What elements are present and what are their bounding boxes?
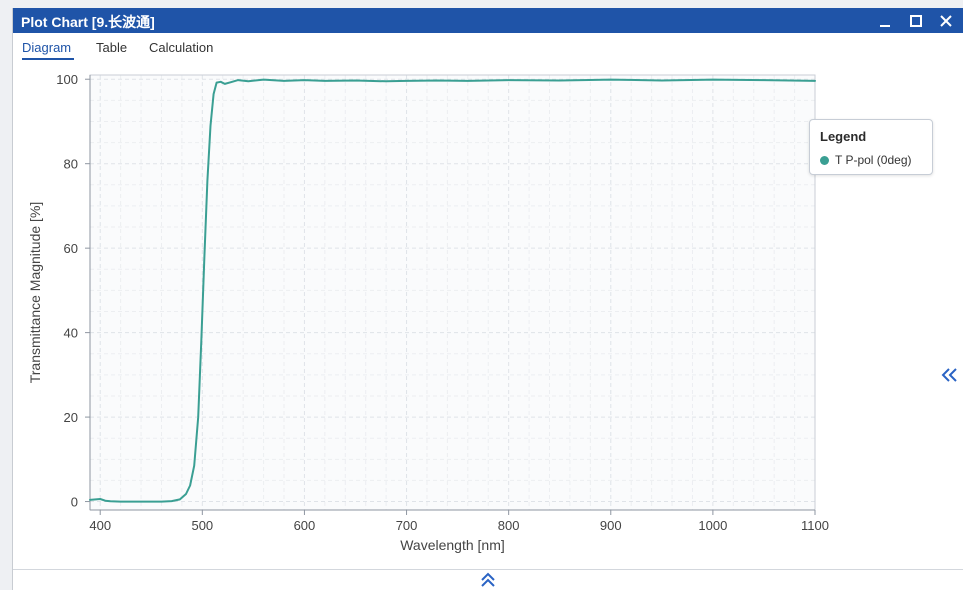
tab-table[interactable]: Table [96,40,128,55]
minimize-icon [880,24,890,27]
y-axis-label: Transmittance Magnitude [%] [27,202,43,384]
x-tick-label: 500 [191,518,213,533]
y-tick-label: 0 [71,495,78,510]
x-tick-label: 1100 [801,518,829,533]
legend-item-t-p-pol[interactable]: T P-pol (0deg) [820,153,911,167]
tab-calculation[interactable]: Calculation [149,40,214,55]
collapse-side-panel-button[interactable] [939,364,961,386]
y-tick-label: 100 [56,72,78,87]
tab-diagram[interactable]: Diagram [22,40,72,55]
title-bar[interactable]: Plot Chart [9.长波通] [13,8,963,33]
diagram-panel: 400 500 600 700 800 900 1000 1100 0 20 40 60 80 100 W… [13,61,963,569]
close-button[interactable] [932,8,960,33]
window-title: Plot Chart [9.长波通] [21,14,155,30]
x-axis-label: Wavelength [nm] [400,537,505,553]
x-tick-label: 700 [396,518,418,533]
x-tick-label: 900 [600,518,622,533]
plot-background [90,75,815,510]
x-tick-label: 400 [89,518,111,533]
chart-series [89,78,816,503]
y-tick-label: 40 [64,326,78,341]
expand-bottom-panel-button[interactable] [478,571,498,589]
x-tick-label: 600 [294,518,316,533]
chart-legend: Legend T P-pol (0deg) [809,119,933,175]
maximize-icon [910,14,922,27]
transmittance-chart[interactable]: 400 500 600 700 800 900 1000 1100 0 20 40 60 80 100 W… [13,61,963,569]
maximize-button[interactable] [902,8,930,33]
y-tick-label: 80 [64,157,78,172]
y-tick-label: 20 [64,410,78,425]
minimize-button[interactable] [871,8,899,33]
double-chevron-left-icon [941,368,957,382]
active-tab-indicator [22,58,74,60]
legend-marker [820,156,829,165]
x-tick-label: 1000 [698,518,727,533]
chart-ticks: 400 500 600 700 800 900 1000 1100 0 20 40 60 80 100 [56,72,829,533]
plot-chart-window: Plot Chart [9.长波通] Diagram Table Calcula… [12,8,963,590]
x-tick-label: 800 [498,518,520,533]
y-tick-label: 60 [64,241,78,256]
series-line-t-p-pol[interactable] [89,78,816,503]
bottom-panel-bar [13,569,963,590]
chart-grid [90,75,816,510]
double-chevron-up-icon [481,572,495,587]
legend-title: Legend [820,129,867,144]
legend-item-label: T P-pol (0deg) [835,153,912,167]
tab-bar: Diagram Table Calculation [13,33,963,61]
close-icon [940,14,952,27]
